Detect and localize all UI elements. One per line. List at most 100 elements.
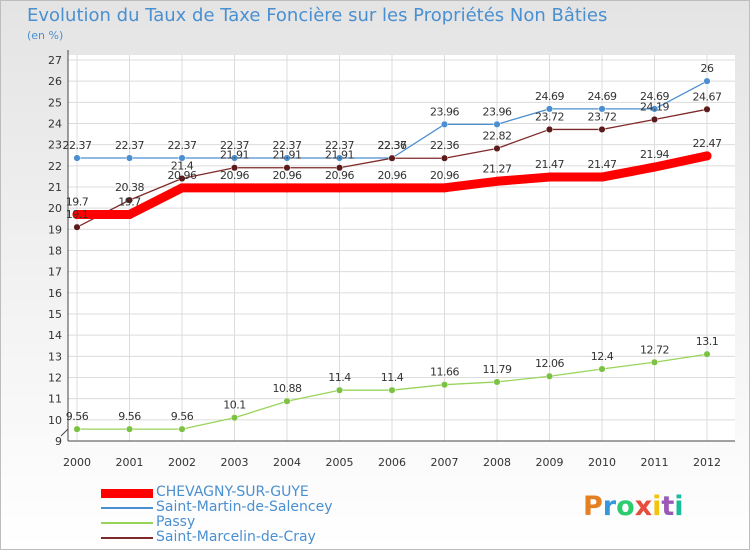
data-label: 11.4 bbox=[381, 371, 404, 384]
legend-label: Saint-Martin-de-Salencey bbox=[156, 499, 333, 515]
data-label: 19.7 bbox=[66, 196, 89, 209]
data-point bbox=[598, 125, 606, 133]
data-point bbox=[283, 154, 291, 162]
data-label: 21.47 bbox=[535, 158, 564, 171]
y-tick-label: 13 bbox=[48, 350, 62, 363]
data-point bbox=[545, 105, 554, 113]
data-point bbox=[178, 154, 186, 162]
data-label: 9.56 bbox=[66, 410, 89, 423]
chart-title: Evolution du Taux de Taxe Foncière sur l… bbox=[27, 5, 608, 26]
data-point bbox=[387, 183, 397, 193]
data-label: 23.96 bbox=[430, 105, 459, 118]
data-point bbox=[125, 196, 134, 204]
y-tick-label: 10 bbox=[48, 414, 62, 427]
y-tick-label: 14 bbox=[48, 329, 62, 342]
data-point bbox=[545, 125, 554, 133]
legend-swatch bbox=[101, 507, 153, 509]
data-point bbox=[440, 154, 449, 162]
y-tick-label: 19 bbox=[48, 223, 62, 236]
logo-letter: P bbox=[583, 491, 603, 522]
data-point bbox=[493, 120, 501, 128]
data-point bbox=[703, 350, 711, 358]
logo-letter: i bbox=[674, 491, 684, 522]
data-label: 21.27 bbox=[483, 162, 512, 175]
data-label: 22.82 bbox=[483, 129, 512, 142]
x-tick-label: 2002 bbox=[168, 456, 196, 469]
data-point bbox=[650, 115, 659, 124]
data-label: 10.88 bbox=[273, 382, 302, 395]
data-point bbox=[650, 358, 659, 366]
y-tick-label: 9 bbox=[55, 435, 62, 448]
data-point bbox=[125, 425, 134, 433]
data-label: 23.96 bbox=[483, 105, 512, 118]
data-label: 12.06 bbox=[535, 357, 564, 370]
data-point bbox=[545, 372, 554, 380]
data-point bbox=[283, 164, 291, 172]
data-label: 11.66 bbox=[430, 366, 459, 379]
y-tick-label: 16 bbox=[48, 287, 62, 300]
data-point bbox=[125, 154, 134, 162]
x-tick-label: 2003 bbox=[221, 456, 249, 469]
data-point bbox=[230, 164, 239, 172]
x-tick-label: 2009 bbox=[536, 456, 564, 469]
data-label: 20.96 bbox=[325, 169, 354, 182]
data-label: 20.38 bbox=[115, 181, 144, 194]
logo-letter: r bbox=[602, 491, 617, 522]
y-tick-label: 27 bbox=[48, 54, 62, 67]
axis-break-mark bbox=[60, 428, 69, 437]
x-tick-label: 2007 bbox=[431, 456, 459, 469]
data-point bbox=[282, 183, 292, 193]
y-tick-label: 18 bbox=[48, 245, 62, 258]
x-tick-label: 2001 bbox=[116, 456, 144, 469]
data-label: 23.72 bbox=[535, 110, 564, 123]
data-label: 22.37 bbox=[115, 139, 144, 152]
logo-letter: o bbox=[616, 491, 635, 522]
data-point bbox=[545, 172, 554, 182]
data-label: 9.56 bbox=[118, 410, 141, 423]
x-tick-label: 2005 bbox=[326, 456, 354, 469]
data-point bbox=[335, 386, 344, 394]
y-tick-label: 17 bbox=[48, 266, 62, 279]
plot-background bbox=[68, 55, 735, 441]
data-point bbox=[230, 183, 239, 193]
data-label: 11.79 bbox=[483, 363, 512, 376]
legend-label: Passy bbox=[156, 514, 196, 530]
data-point bbox=[178, 174, 186, 183]
data-label: 22.47 bbox=[693, 137, 722, 150]
data-point bbox=[230, 414, 239, 422]
legend-swatch bbox=[101, 489, 153, 498]
data-point bbox=[650, 162, 659, 172]
data-point bbox=[72, 210, 82, 220]
data-label: 24.69 bbox=[588, 90, 617, 103]
data-label: 24.19 bbox=[640, 100, 669, 113]
legend-label: CHEVAGNY-SUR-GUYE bbox=[156, 484, 309, 500]
data-point bbox=[177, 183, 187, 193]
x-tick-label: 2010 bbox=[588, 456, 616, 469]
data-point bbox=[702, 151, 712, 161]
y-tick-label: 20 bbox=[48, 202, 62, 215]
data-label: 20.96 bbox=[168, 169, 197, 182]
data-label: 20.96 bbox=[273, 169, 302, 182]
data-label: 24.69 bbox=[640, 90, 669, 103]
data-label: 24.67 bbox=[693, 90, 722, 103]
data-label: 23.72 bbox=[588, 110, 617, 123]
data-label: 19.1 bbox=[66, 208, 89, 221]
y-tick-label: 25 bbox=[48, 96, 62, 109]
legend-swatch bbox=[101, 537, 153, 539]
x-tick-label: 2011 bbox=[641, 456, 669, 469]
data-point bbox=[598, 365, 606, 373]
data-label: 21.91 bbox=[273, 149, 302, 162]
x-tick-label: 2000 bbox=[63, 456, 91, 469]
x-tick-label: 2008 bbox=[483, 456, 511, 469]
data-point bbox=[598, 105, 606, 113]
data-label: 11.4 bbox=[328, 371, 351, 384]
data-point bbox=[283, 397, 291, 405]
data-point bbox=[703, 77, 711, 85]
data-point bbox=[335, 164, 344, 172]
data-label: 12.4 bbox=[591, 350, 614, 363]
data-label: 21.91 bbox=[325, 149, 354, 162]
x-tick-label: 2004 bbox=[273, 456, 301, 469]
data-point bbox=[493, 144, 501, 153]
